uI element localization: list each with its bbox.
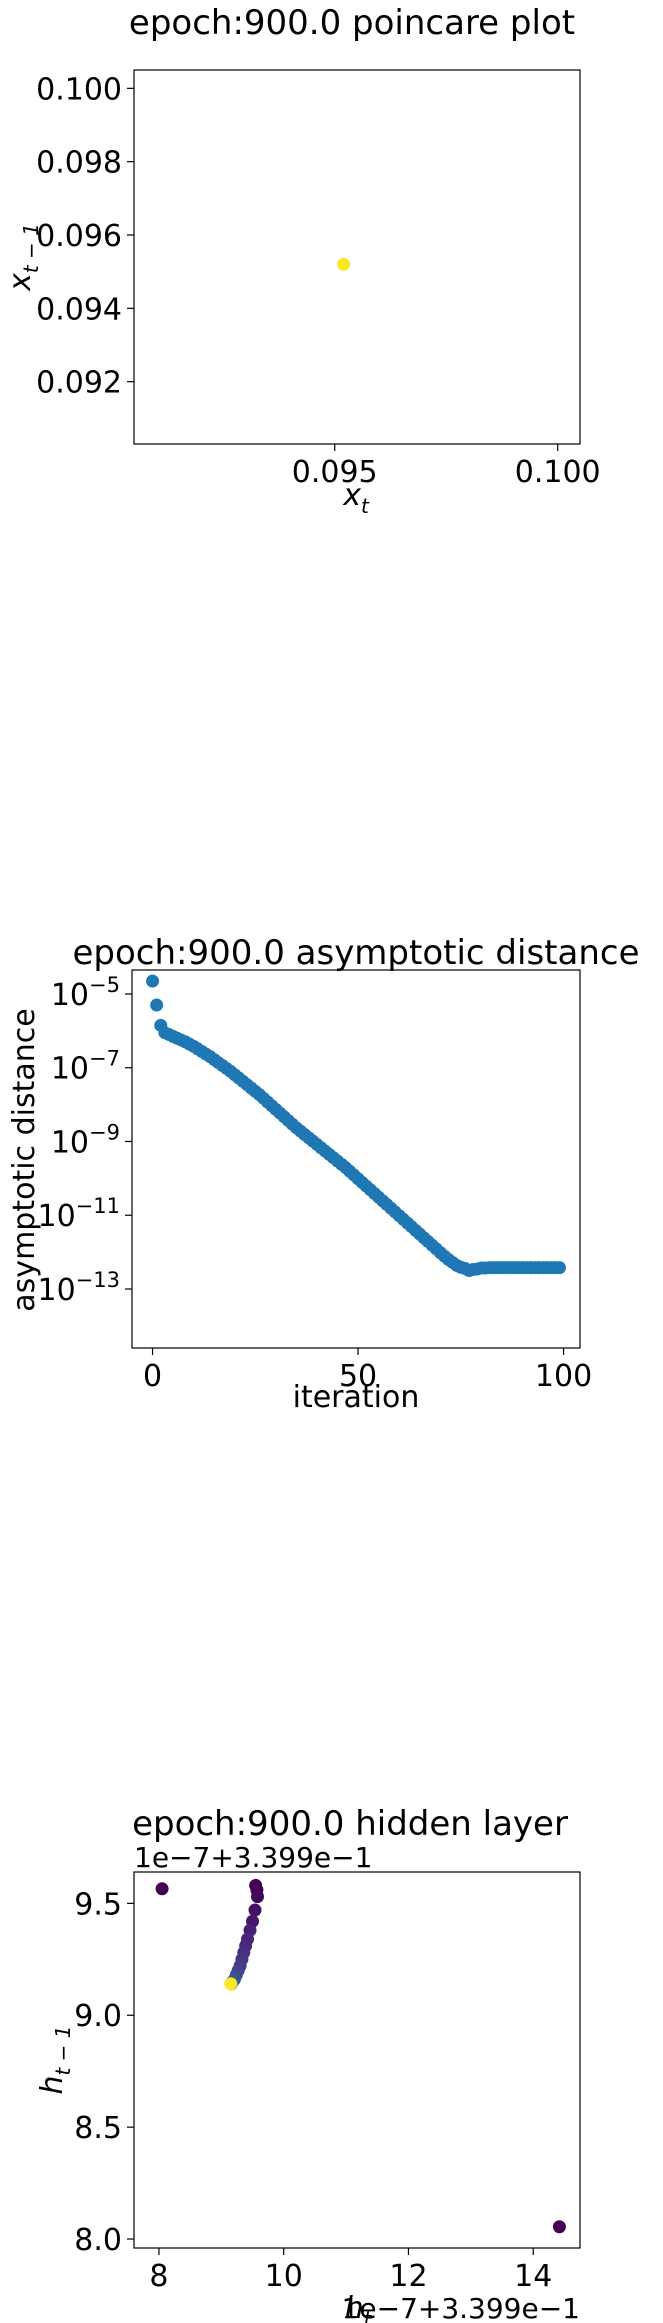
x-tick-label: 0 (143, 1359, 162, 1394)
y-axis-label: ht − 1 (35, 2025, 75, 2094)
y-tick-label: 0.092 (36, 366, 122, 401)
plot-frame (133, 69, 581, 445)
y-axis-label: xt − 1 (3, 223, 43, 292)
y-tick-label: 10−9 (51, 1120, 120, 1160)
plot-frame (133, 1871, 581, 2249)
y-tick-label: 0.098 (36, 146, 122, 181)
data-point (224, 1977, 238, 1991)
svg-text:ht − 1: ht − 1 (35, 2025, 75, 2094)
y-tick-label: 9.0 (74, 1999, 122, 2034)
x-offset-label: 1e−7+3.399e−1 (342, 2292, 580, 2323)
data-point (150, 998, 164, 1012)
x-tick-label: 10 (265, 2259, 303, 2294)
x-tick-label: 50 (339, 1359, 377, 1394)
data-point (251, 1890, 265, 1904)
y-tick-label: 0.094 (36, 292, 122, 327)
y-tick-label: 10−7 (51, 1047, 120, 1087)
x-tick-label: 100 (535, 1359, 592, 1394)
y-tick-label: 8.5 (74, 2111, 122, 2146)
data-point (248, 1903, 262, 1917)
y-tick-label: 10−11 (37, 1194, 120, 1234)
x-tick-label: 0.095 (292, 455, 378, 490)
data-point (146, 974, 160, 988)
y-offset-label: 1e−7+3.399e−1 (134, 1841, 372, 1874)
y-tick-label: 10−13 (37, 1268, 120, 1308)
y-axis-label: asymptotic distance (7, 1008, 42, 1311)
data-point (552, 2220, 566, 2234)
hidden-layer-chart: epoch:900.0 hidden layer 1e−7+3.399e−1 8… (35, 1804, 581, 2323)
chart-title: epoch:900.0 poincare plot (129, 3, 575, 43)
plot-frame (131, 969, 581, 1349)
chart-title: epoch:900.0 asymptotic distance (73, 933, 640, 973)
y-tick-label: 9.5 (74, 1887, 122, 1922)
x-tick-label: 8 (149, 2259, 168, 2294)
chart-title: epoch:900.0 hidden layer (132, 1804, 568, 1844)
data-point (337, 257, 351, 271)
data-point (552, 1261, 566, 1275)
x-axis-label: iteration (293, 1380, 420, 1415)
data-point (155, 1882, 169, 1896)
svg-text:xt − 1: xt − 1 (3, 223, 43, 292)
y-tick-label: 0.100 (36, 72, 122, 107)
y-tick-label: 10−5 (51, 973, 120, 1013)
poincare-chart: epoch:900.0 poincare plot 0.092 0.094 0.09… (3, 3, 601, 518)
x-tick-label: 0.100 (515, 455, 601, 490)
x-tick-label: 14 (514, 2259, 552, 2294)
y-tick-label: 8.0 (74, 2223, 122, 2258)
x-tick-label: 12 (389, 2259, 427, 2294)
asymptotic-distance-chart: epoch:900.0 asymptotic distance 10−5 10−7… (7, 933, 640, 1415)
y-tick-label: 0.096 (36, 219, 122, 254)
